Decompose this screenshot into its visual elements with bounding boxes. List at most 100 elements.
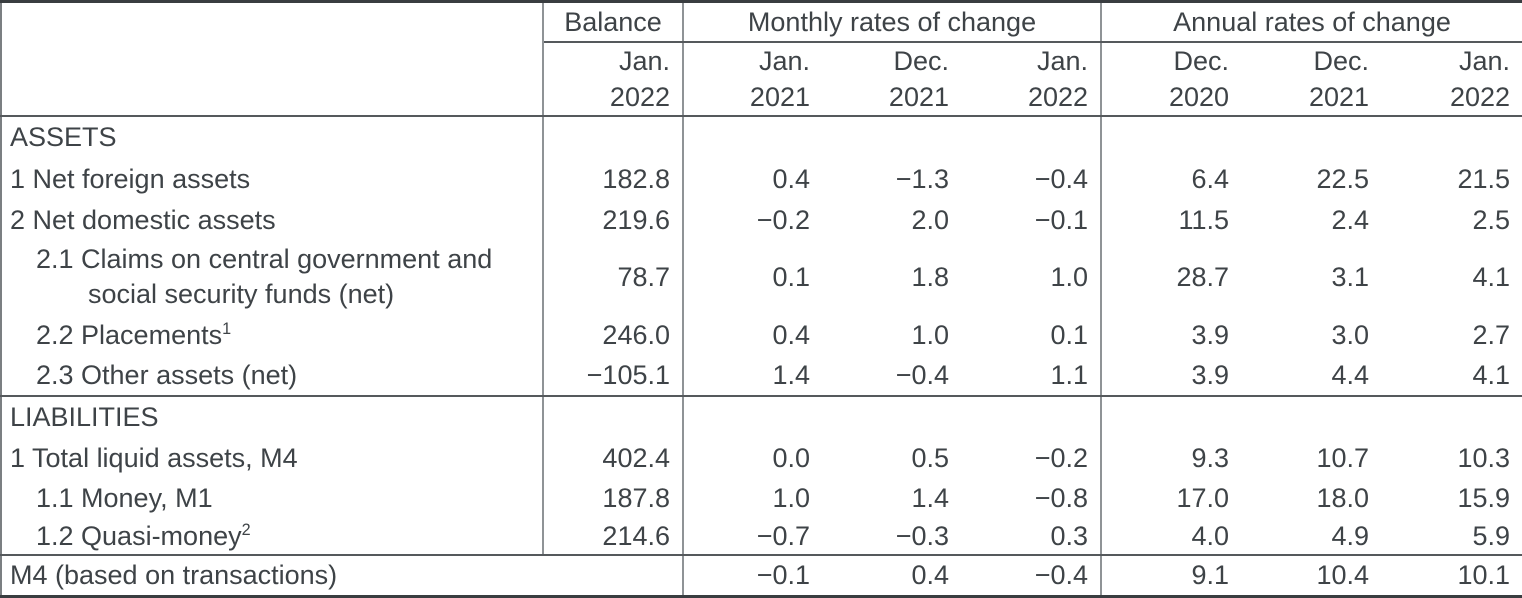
cell-balance: 187.8: [543, 477, 684, 518]
cell-annual-1: 9.1: [1191, 560, 1230, 591]
row-label-line2: social security funds (net): [88, 279, 395, 309]
cell-annual-2: 18.0: [1316, 482, 1370, 513]
cell-annual-1: 9.3: [1191, 442, 1230, 473]
cell-balance: 214.6: [543, 517, 684, 556]
cell-monthly-2: −0.3: [822, 517, 961, 556]
col-header-annual-dec-2020: Dec. 2020: [1101, 41, 1242, 117]
row-label: 1 Net foreign assets: [1, 157, 544, 200]
col-header-monthly-jan-2022: Jan. 2022: [961, 41, 1103, 117]
cell-monthly-3: 0.1: [961, 314, 1103, 355]
cell-monthly-1: 1.0: [772, 482, 810, 513]
col-header-annual-dec-2021: Dec. 2021: [1241, 41, 1382, 117]
cell-monthly-1: 1.4: [683, 354, 822, 397]
cell-monthly-2: 1.0: [911, 319, 949, 350]
cell-balance: 78.7: [543, 239, 684, 315]
cell-monthly-3: 1.0: [961, 239, 1103, 315]
table-row-net-domestic-assets: 2 Net domestic assets 219.6 −0.2 2.0 −0.…: [1, 199, 1522, 240]
balance-group-header: Balance: [543, 1, 684, 43]
cell-balance: 182.8: [543, 157, 684, 200]
cell-balance: 219.6: [543, 199, 684, 240]
section-label: LIABILITIES: [1, 395, 544, 438]
cell-monthly-1: 0.0: [772, 442, 810, 473]
row-label: 1 Total liquid assets, M4: [1, 437, 544, 478]
cell-annual-3: 21.5: [1457, 163, 1511, 194]
cell-balance: 246.0: [543, 314, 684, 355]
table-row-placements: 2.2 Placements1 246.0 0.4 1.0 0.1 3.9 3.…: [1, 314, 1522, 355]
cell-monthly-1: 0.4: [772, 319, 810, 350]
cell-monthly-3: −0.2: [961, 437, 1103, 478]
annual-group-header: Annual rates of change: [1101, 1, 1522, 43]
cell-annual-1: 3.9: [1191, 319, 1230, 350]
row-label: 1.2 Quasi-money2: [1, 517, 544, 556]
table-row-liabilities-section: LIABILITIES: [1, 395, 1522, 438]
cell-annual-2: 22.5: [1316, 163, 1370, 194]
cell-annual-3: 15.9: [1457, 482, 1511, 513]
cell-annual-1: 17.0: [1176, 482, 1230, 513]
cell-monthly-1: 0.4: [772, 163, 810, 194]
footnote-marker: 2: [241, 520, 251, 539]
col-header-annual-jan-2022: Jan. 2022: [1381, 41, 1522, 117]
cell-monthly-3: −0.4: [961, 554, 1103, 597]
cell-monthly-2: 1.8: [911, 262, 949, 292]
table-row-assets-section: ASSETS: [1, 115, 1522, 158]
table-row-claims-central-government: 2.1 Claims on central government and soc…: [1, 239, 1522, 315]
cell-monthly-3: 0.3: [961, 517, 1103, 556]
cell-annual-3: 2.5: [1472, 204, 1511, 235]
row-label: 2.2 Placements1: [1, 314, 544, 355]
cell-monthly-3: −0.4: [961, 157, 1103, 200]
cell-monthly-2: 1.4: [911, 482, 949, 513]
cell-annual-2: 3.0: [1331, 319, 1370, 350]
table-row-m4-transactions: M4 (based on transactions) −0.1 0.4 −0.4…: [1, 554, 1522, 597]
table-row-net-foreign-assets: 1 Net foreign assets 182.8 0.4 −1.3 −0.4…: [1, 157, 1522, 200]
cell-monthly-1: 0.1: [772, 262, 810, 292]
cell-annual-3: 5.9: [1381, 517, 1522, 556]
col-header-balance-jan-2022: Jan. 2022: [543, 41, 684, 117]
row-label-line1: 2.1 Claims on central government and: [36, 244, 493, 274]
cell-annual-3: 4.1: [1381, 354, 1522, 397]
cell-annual-1: 28.7: [1176, 262, 1230, 292]
cell-annual-2: 4.9: [1241, 517, 1382, 556]
cell-annual-1: 3.9: [1101, 354, 1242, 397]
cell-monthly-3: 1.1: [961, 354, 1103, 397]
cell-balance: 402.4: [543, 437, 684, 478]
row-label: 2 Net domestic assets: [1, 199, 544, 240]
cell-annual-2: 2.4: [1331, 204, 1370, 235]
cell-monthly-3: −0.8: [961, 477, 1103, 518]
cell-annual-2: 10.4: [1316, 560, 1370, 591]
group-header-row: Balance Monthly rates of change Annual r…: [1, 1, 1522, 43]
table-row-total-liquid-assets: 1 Total liquid assets, M4 402.4 0.0 0.5 …: [1, 437, 1522, 478]
cell-monthly-1: −0.7: [683, 517, 822, 556]
col-header-monthly-dec-2021: Dec. 2021: [822, 41, 961, 117]
table-row-quasi-money: 1.2 Quasi-money2 214.6 −0.7 −0.3 0.3 4.0…: [1, 517, 1522, 556]
footnote-marker: 1: [222, 319, 232, 338]
cell-monthly-2: −0.4: [822, 354, 961, 397]
cell-annual-3: 2.7: [1472, 319, 1511, 350]
cell-monthly-1: −0.1: [756, 560, 810, 591]
col-header-monthly-jan-2021: Jan. 2021: [683, 41, 822, 117]
cell-annual-1: 11.5: [1178, 204, 1230, 235]
cell-annual-1: 6.4: [1191, 163, 1230, 194]
cell-annual-1: 4.0: [1101, 517, 1242, 556]
cell-monthly-2: −1.3: [895, 163, 949, 194]
cell-monthly-1: −0.2: [756, 204, 810, 235]
cell-annual-2: 10.7: [1316, 442, 1370, 473]
section-label: ASSETS: [1, 115, 544, 158]
corner-blank-cell: [1, 1, 544, 42]
table-row-money-m1: 1.1 Money, M1 187.8 1.0 1.4 −0.8 17.0 18…: [1, 477, 1522, 518]
cell-monthly-2: 0.4: [911, 560, 949, 591]
monthly-group-header: Monthly rates of change: [683, 1, 1103, 43]
cell-annual-3: 10.3: [1457, 442, 1511, 473]
row-label: M4 (based on transactions): [1, 554, 684, 597]
blank-cell: [1, 41, 544, 117]
cell-monthly-2: 0.5: [911, 442, 949, 473]
date-header-row: Jan. 2022 Jan. 2021 Dec. 2021 Jan. 2022 …: [1, 41, 1522, 117]
cell-monthly-3: −0.1: [961, 199, 1103, 240]
row-label: 2.1 Claims on central government and soc…: [1, 239, 544, 315]
cell-annual-2: 4.4: [1241, 354, 1382, 397]
cell-monthly-2: 2.0: [911, 204, 949, 235]
cell-annual-3: 4.1: [1472, 262, 1511, 292]
cell-balance: −105.1: [543, 354, 684, 397]
row-label: 1.1 Money, M1: [1, 477, 544, 518]
cell-annual-2: 3.1: [1331, 262, 1370, 292]
